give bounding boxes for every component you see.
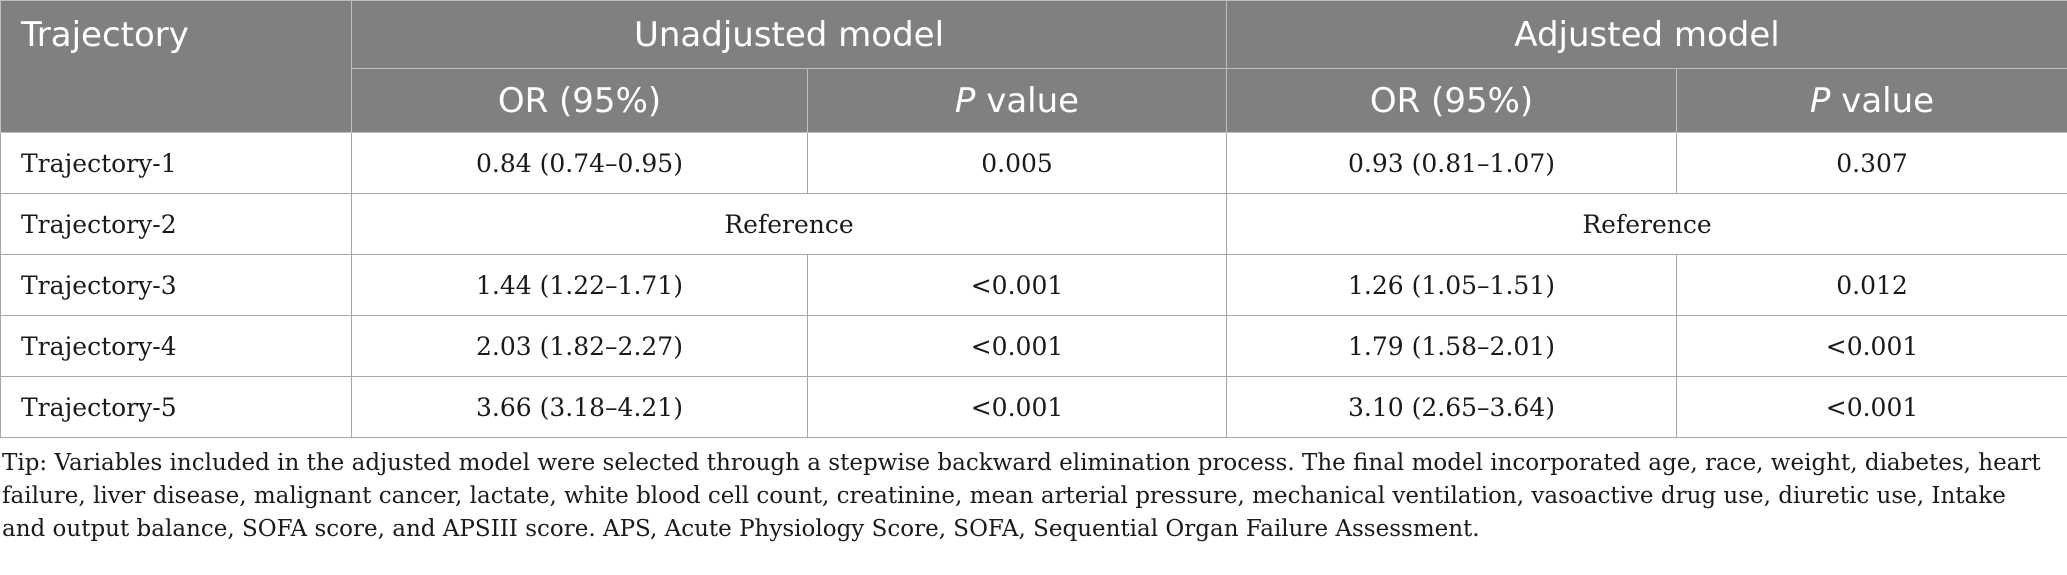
- table-row: Trajectory-5 3.66 (3.18–4.21) <0.001 3.1…: [0, 376, 2067, 438]
- unadjusted-p-cell: <0.001: [806, 376, 1228, 438]
- results-table-container: Trajectory Unadjusted model Adjusted mod…: [0, 0, 2067, 542]
- adjusted-p-cell: 0.307: [1676, 132, 2067, 194]
- row-label: Trajectory-1: [0, 132, 352, 194]
- header-row-2: OR (95%) P value OR (95%) P value: [1, 68, 2067, 133]
- p-suffix: value: [975, 80, 1080, 121]
- header-row-1: Trajectory Unadjusted model Adjusted mod…: [0, 0, 2067, 133]
- adjusted-p-cell: 0.012: [1676, 254, 2067, 316]
- adjusted-reference-cell: Reference: [1226, 193, 2067, 255]
- adjusted-p-cell: <0.001: [1676, 315, 2067, 377]
- header-adjusted-p: P value: [1676, 68, 2067, 133]
- unadjusted-p-cell: 0.005: [806, 132, 1228, 194]
- unadjusted-or-cell: 3.66 (3.18–4.21): [351, 376, 808, 438]
- unadjusted-p-cell: <0.001: [806, 315, 1228, 377]
- unadjusted-or-cell: 1.44 (1.22–1.71): [351, 254, 808, 316]
- row-label: Trajectory-3: [0, 254, 352, 316]
- header-unadjusted-p: P value: [806, 68, 1228, 133]
- p-suffix: value: [1830, 80, 1935, 121]
- header-trajectory: Trajectory: [0, 0, 352, 133]
- table-row: Trajectory-4 2.03 (1.82–2.27) <0.001 1.7…: [0, 315, 2067, 377]
- row-label: Trajectory-5: [0, 376, 352, 438]
- table-row: Trajectory-3 1.44 (1.22–1.71) <0.001 1.2…: [0, 254, 2067, 316]
- p-italic: P: [954, 80, 976, 121]
- header-adjusted-model: Adjusted model: [1226, 0, 2067, 69]
- p-italic: P: [1809, 80, 1831, 121]
- row-label: Trajectory-2: [0, 193, 352, 255]
- unadjusted-reference-cell: Reference: [350, 193, 1228, 255]
- odds-ratio-table: Trajectory Unadjusted model Adjusted mod…: [0, 0, 2067, 438]
- table-footnote: Tip: Variables included in the adjusted …: [2, 450, 2041, 542]
- table-row: Trajectory-1 0.84 (0.74–0.95) 0.005 0.93…: [0, 132, 2067, 194]
- header-unadjusted-or: OR (95%): [351, 68, 808, 133]
- unadjusted-or-cell: 0.84 (0.74–0.95): [351, 132, 808, 194]
- unadjusted-p-cell: <0.001: [806, 254, 1228, 316]
- adjusted-or-cell: 1.79 (1.58–2.01): [1226, 315, 1678, 377]
- adjusted-or-cell: 3.10 (2.65–3.64): [1226, 376, 1678, 438]
- adjusted-p-cell: <0.001: [1676, 376, 2067, 438]
- adjusted-or-cell: 0.93 (0.81–1.07): [1226, 132, 1678, 194]
- header-unadjusted-model: Unadjusted model: [350, 0, 1228, 69]
- adjusted-or-cell: 1.26 (1.05–1.51): [1226, 254, 1678, 316]
- row-label: Trajectory-4: [0, 315, 352, 377]
- header-adjusted-or: OR (95%): [1226, 68, 1678, 133]
- table-row: Trajectory-2 Reference Reference: [0, 193, 2067, 255]
- unadjusted-or-cell: 2.03 (1.82–2.27): [351, 315, 808, 377]
